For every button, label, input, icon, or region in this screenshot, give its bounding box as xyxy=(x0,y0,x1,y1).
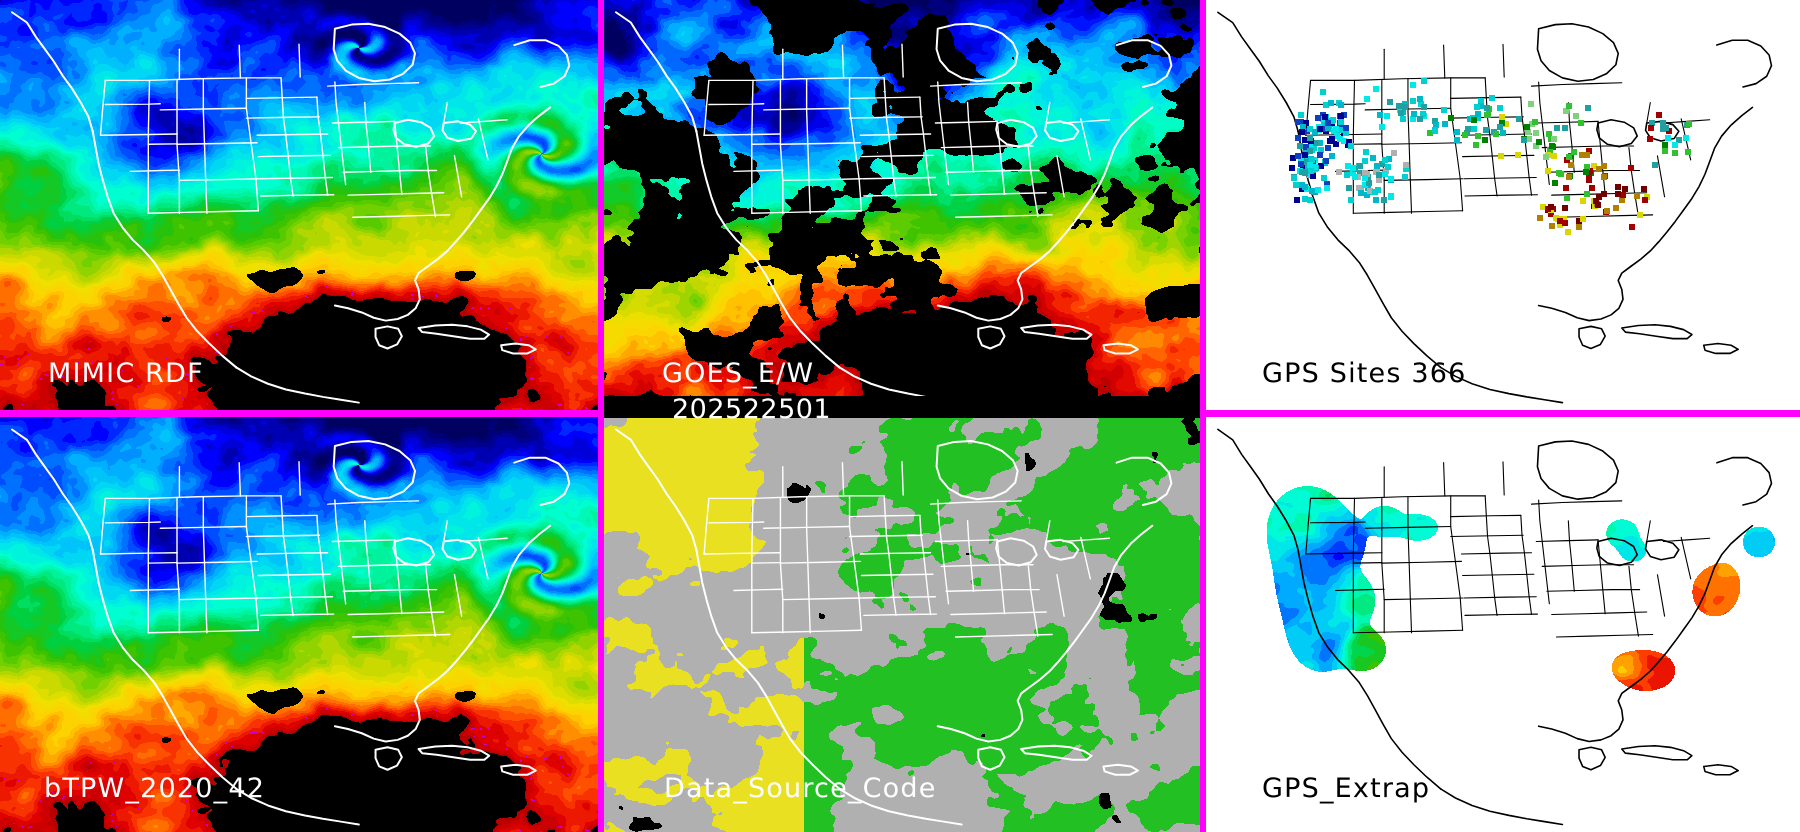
panel-gps-extrap[interactable] xyxy=(1206,417,1800,832)
timestamp-backdrop xyxy=(604,396,1200,418)
panel-mimic-rdf[interactable] xyxy=(0,0,598,410)
panel-data-source-code[interactable] xyxy=(604,417,1200,832)
panel-btpw[interactable] xyxy=(0,417,598,832)
separator-vertical-right-lower xyxy=(1200,417,1206,832)
mimic-rdf-field xyxy=(0,0,598,410)
goes-ew-field xyxy=(604,0,1200,410)
separator-vertical-right xyxy=(1200,0,1206,417)
separator-vertical-left-lower xyxy=(598,417,604,832)
gps-extrap-map xyxy=(1206,417,1800,832)
panel-gps-sites[interactable] xyxy=(1206,0,1800,410)
gps-sites-map xyxy=(1206,0,1800,410)
btpw-field xyxy=(0,417,598,832)
separator-vertical-left xyxy=(598,0,604,417)
data-source-code-field xyxy=(604,417,1200,832)
panel-goes-ew[interactable] xyxy=(604,0,1200,410)
